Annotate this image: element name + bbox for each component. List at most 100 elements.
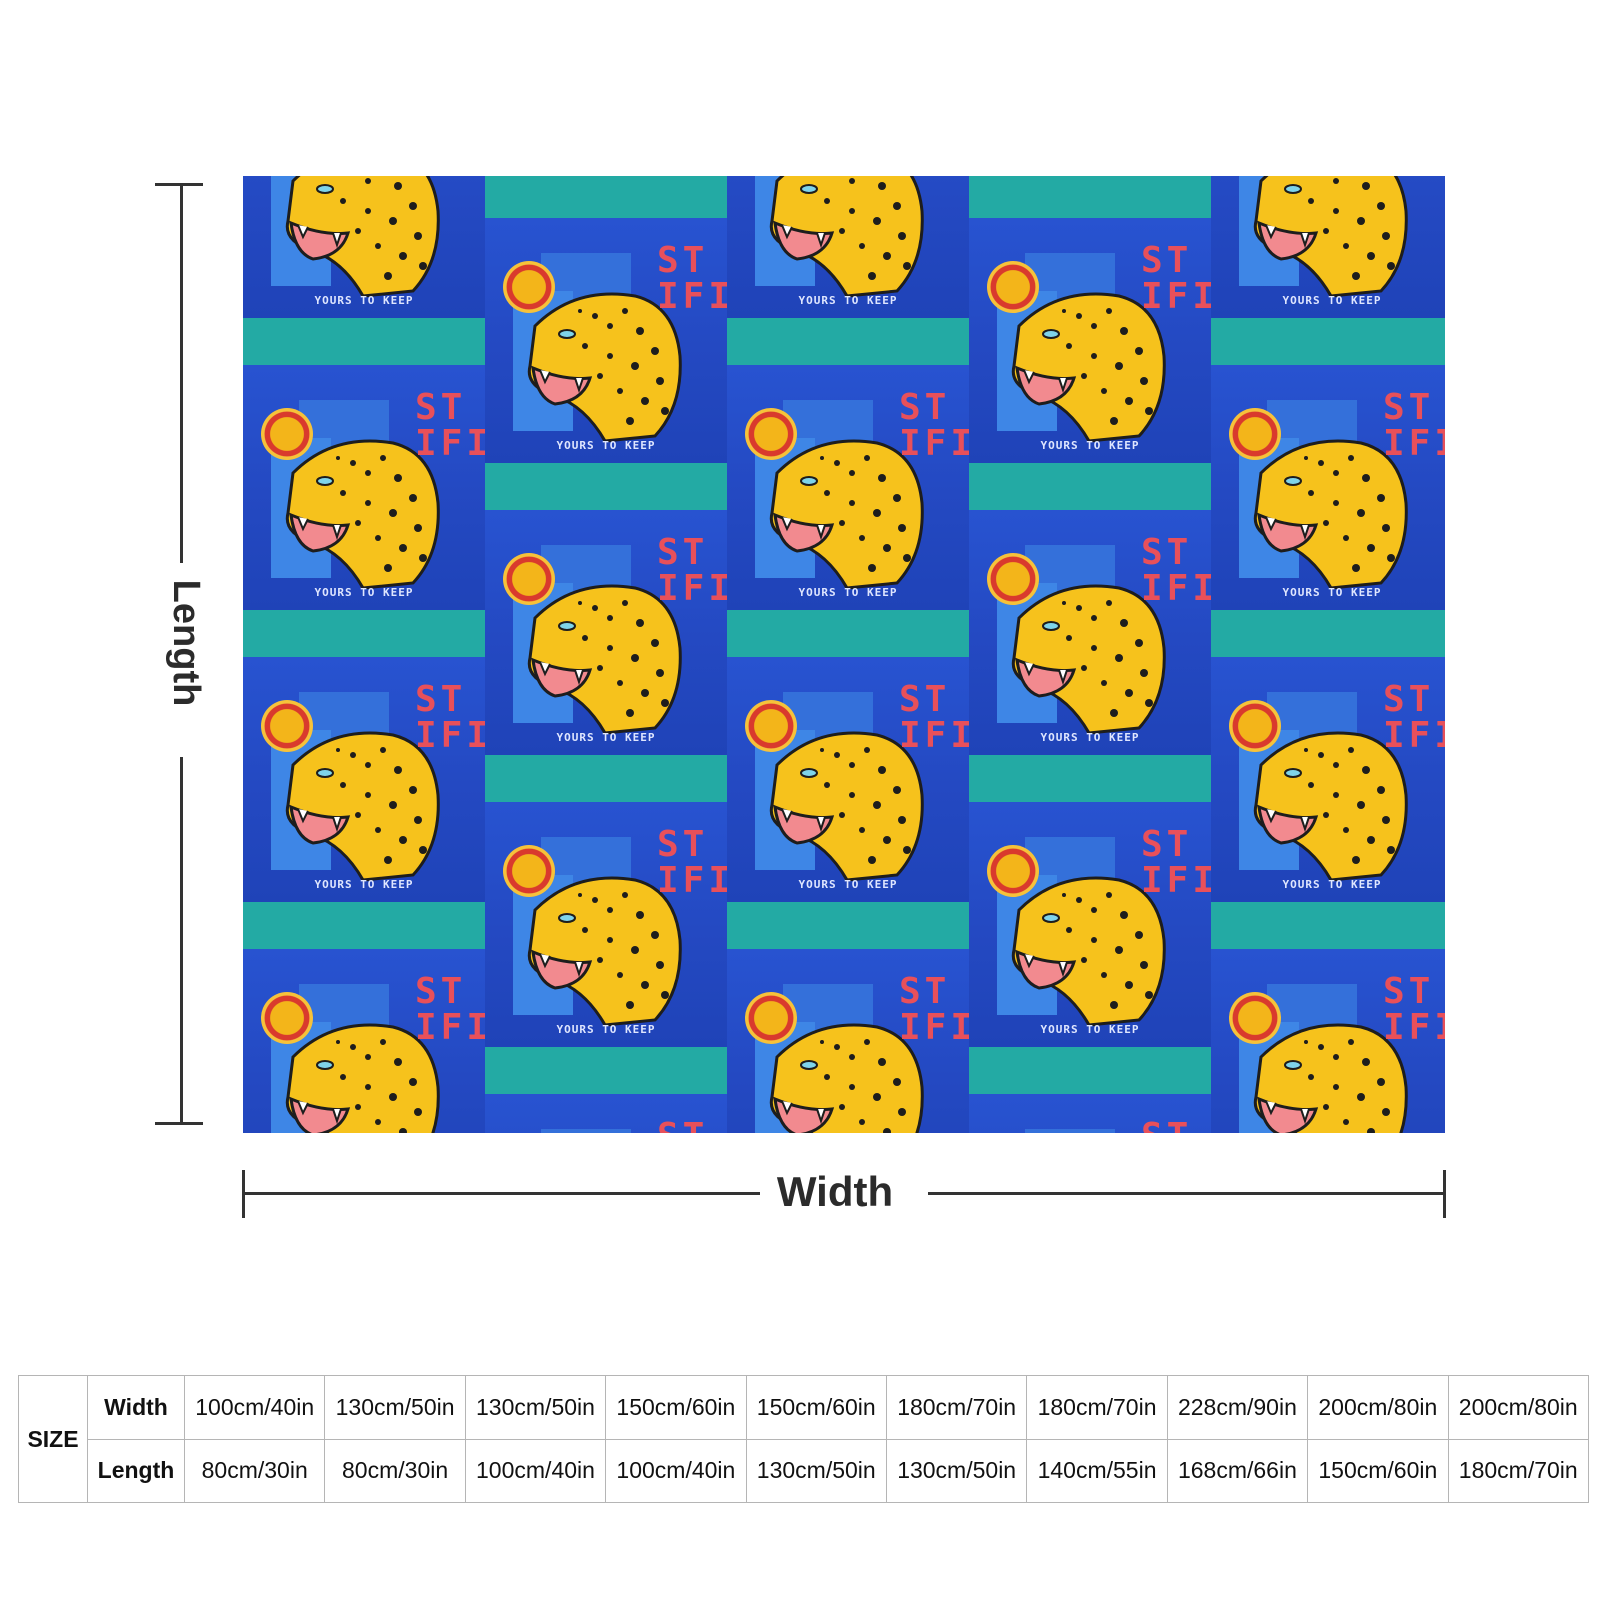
tile-caption: YOURS TO KEEP: [314, 878, 414, 891]
blanket-tile: ST IFI YOURS TO KEEP: [485, 176, 727, 463]
teal-band: [485, 1047, 727, 1094]
size-table-cell: 80cm/30in: [183, 1438, 326, 1503]
width-ruler-line-left: [242, 1192, 760, 1195]
leopard-illustration: [769, 439, 924, 590]
size-table-cell: 180cm/70in: [885, 1375, 1028, 1440]
leopard-illustration: [285, 731, 440, 882]
tile-caption: YOURS TO KEEP: [1282, 878, 1382, 891]
tile-brand-text: ST IFI: [1141, 532, 1211, 609]
size-table-cell: 200cm/80in: [1307, 1375, 1449, 1440]
blanket-tile: ST IFI YOURS TO KEEP: [485, 755, 727, 1047]
size-table-row-length: Length 80cm/30in 80cm/30in 100cm/40in 10…: [19, 1438, 1590, 1503]
width-label: Width: [776, 1168, 894, 1215]
size-table-cell: 150cm/60in: [605, 1375, 747, 1440]
blue-shape: [541, 1129, 631, 1133]
width-ruler-right-cap: [1443, 1170, 1446, 1218]
blanket-tile: ST IFI YOURS TO KEEP: [727, 610, 969, 902]
sun-emblem: [987, 553, 1039, 605]
size-table-cell: 180cm/70in: [1447, 1438, 1590, 1503]
leopard-illustration: [769, 1023, 924, 1133]
sun-emblem: [503, 553, 555, 605]
tile-caption: YOURS TO KEEP: [798, 294, 898, 307]
tile-caption: YOURS TO KEEP: [556, 439, 656, 452]
size-table-cell: 130cm/50in: [745, 1438, 887, 1503]
size-table-cell: 130cm/50in: [324, 1375, 466, 1440]
sun-emblem: [745, 700, 797, 752]
tile-brand-text: ST IFI: [657, 240, 727, 317]
sun-emblem: [987, 261, 1039, 313]
tile-brand-text: ST IFI: [1141, 240, 1211, 317]
tile-caption: YOURS TO KEEP: [798, 878, 898, 891]
width-ruler-line-right: [928, 1192, 1445, 1195]
leopard-illustration: [769, 731, 924, 882]
tile-caption: YOURS TO KEEP: [1040, 439, 1140, 452]
size-table-cell: 100cm/40in: [464, 1438, 607, 1503]
size-table-cell: 168cm/66in: [1166, 1438, 1309, 1503]
leopard-illustration: [1253, 731, 1408, 882]
blanket-tile: ST IFI YOURS TO KEEP: [969, 755, 1211, 1047]
leopard-illustration: [1011, 292, 1166, 443]
tile-brand-text: ST IFI: [415, 679, 485, 756]
length-ruler-line-lower: [180, 757, 183, 1124]
tile-brand-text: ST IFI: [415, 387, 485, 464]
tile-brand-text: ST IFI: [1141, 824, 1211, 901]
size-table-cell: 150cm/60in: [1307, 1438, 1449, 1503]
teal-band: [969, 1047, 1211, 1094]
tile-caption: YOURS TO KEEP: [314, 294, 414, 307]
tile-caption: YOURS TO KEEP: [798, 586, 898, 599]
length-label: Length: [165, 579, 207, 707]
teal-band: [1211, 610, 1445, 657]
tile-brand-text: ST IFI: [657, 1119, 717, 1134]
tile-caption: YOURS TO KEEP: [556, 1023, 656, 1036]
size-table-row-width: SIZE Width 100cm/40in 130cm/50in 130cm/5…: [18, 1375, 1590, 1503]
blanket-tile: ST IFI YOURS TO KEEP: [969, 176, 1211, 463]
tile-caption: YOURS TO KEEP: [556, 731, 656, 744]
size-table-cell: 140cm/55in: [1026, 1438, 1168, 1503]
leopard-illustration: [1253, 1023, 1408, 1133]
size-table-cell: 150cm/60in: [745, 1375, 887, 1440]
tile-caption: YOURS TO KEEP: [1282, 294, 1382, 307]
sun-emblem: [503, 261, 555, 313]
leopard-illustration: [1011, 584, 1166, 735]
teal-band: [485, 176, 727, 218]
blanket-tile: ST IFI YOURS TO KEEP: [243, 610, 485, 902]
size-table-cell: 180cm/70in: [1026, 1375, 1168, 1440]
sun-emblem: [261, 408, 313, 460]
tile-caption: YOURS TO KEEP: [314, 586, 414, 599]
teal-band: [969, 463, 1211, 510]
size-table-cell: 100cm/40in: [605, 1438, 747, 1503]
sun-emblem: [503, 845, 555, 897]
tile-brand-text: ST IFI: [899, 387, 969, 464]
tile-brand-text: ST IFI: [899, 679, 969, 756]
size-table: SIZE Width 100cm/40in 130cm/50in 130cm/5…: [18, 1375, 1590, 1503]
leopard-illustration: [285, 1023, 440, 1133]
tile-brand-text: ST IFI: [415, 971, 485, 1048]
length-ruler-line-upper: [180, 183, 183, 563]
teal-band: [727, 902, 969, 949]
teal-band: [1211, 902, 1445, 949]
size-table-row-label: Width: [87, 1375, 185, 1440]
leopard-illustration: [285, 439, 440, 590]
blanket-tile: ST IFI YOURS TO KEEP: [243, 318, 485, 610]
teal-band: [727, 610, 969, 657]
tile-brand-text: ST IFI: [1383, 387, 1445, 464]
tile-brand-text: ST IFI: [657, 824, 727, 901]
size-table-cell: 130cm/50in: [464, 1375, 607, 1440]
tile-caption: YOURS TO KEEP: [1040, 1023, 1140, 1036]
sun-emblem: [745, 408, 797, 460]
tile-brand-text: ST IFI: [899, 971, 969, 1048]
leopard-illustration: [285, 176, 440, 298]
teal-band: [727, 318, 969, 365]
